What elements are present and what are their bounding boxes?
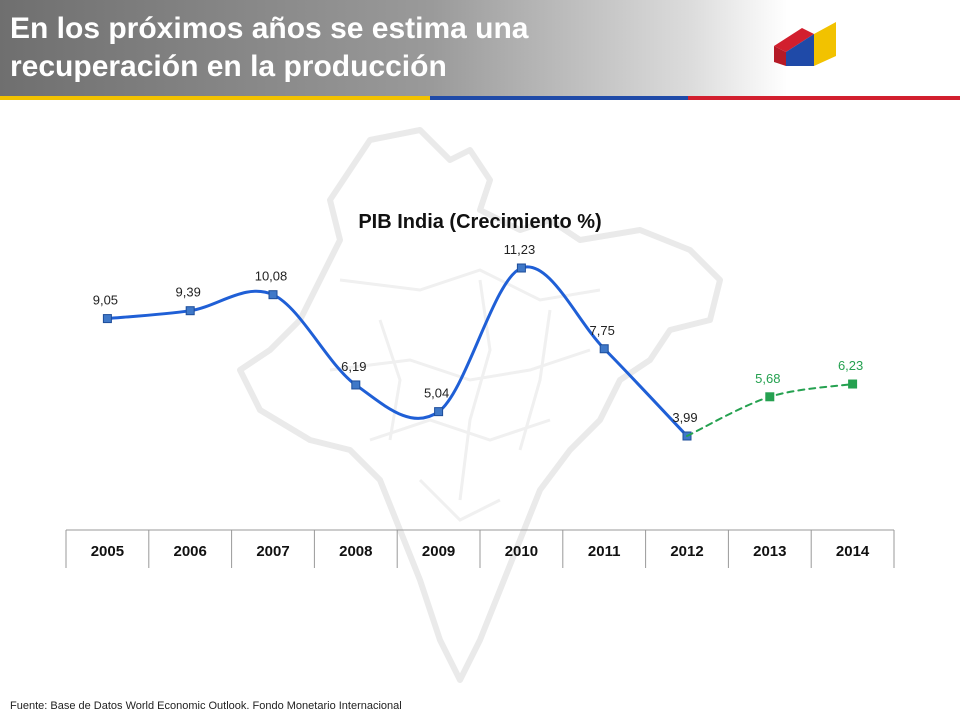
actual-data-point bbox=[599, 344, 609, 354]
x-tick-label: 2006 bbox=[174, 543, 207, 560]
actual-data-point bbox=[351, 380, 361, 390]
data-label: 10,08 bbox=[255, 269, 288, 284]
flag-stripe-blue bbox=[430, 96, 688, 100]
page-title: En los próximos años se estima una recup… bbox=[10, 12, 529, 83]
data-label: 3,99 bbox=[672, 410, 697, 425]
forecast-data-point bbox=[765, 392, 775, 402]
flag-stripe-yellow bbox=[0, 96, 430, 100]
logo-house-icon bbox=[774, 22, 836, 66]
data-label: 5,68 bbox=[755, 371, 780, 386]
x-tick-label: 2008 bbox=[339, 543, 372, 560]
x-tick-label: 2010 bbox=[505, 543, 538, 560]
actual-data-point bbox=[102, 314, 112, 324]
data-label: 6,19 bbox=[341, 359, 366, 374]
logo-word-colombia: COLOMBIA bbox=[845, 46, 953, 63]
actual-data-point bbox=[185, 306, 195, 316]
x-tick-label: 2012 bbox=[670, 543, 703, 560]
data-label: 7,75 bbox=[590, 323, 615, 338]
x-tick-label: 2011 bbox=[588, 543, 621, 560]
data-label: 11,23 bbox=[504, 242, 536, 257]
x-tick-label: 2009 bbox=[422, 543, 455, 560]
data-label: 9,39 bbox=[176, 285, 201, 300]
forecast-series-line bbox=[686, 383, 854, 437]
x-tick-label: 2013 bbox=[753, 543, 786, 560]
forecast-data-point bbox=[848, 379, 858, 389]
actual-data-point bbox=[516, 263, 526, 273]
flag-stripe-red bbox=[688, 96, 960, 100]
flag-stripe bbox=[0, 96, 960, 100]
data-label: 5,04 bbox=[424, 386, 449, 401]
x-tick-label: 2007 bbox=[256, 543, 289, 560]
x-tick-label: 2014 bbox=[836, 543, 870, 560]
logo-tagline: PROMOCIÓN DE TURISMO, INVERSIÓN Y EXPORT… bbox=[794, 72, 942, 78]
chart-title: PIB India (Crecimiento %) bbox=[358, 211, 601, 233]
proexport-logo: PROEXPORT COLOMBIA PROMOCIÓN DE TURISMO,… bbox=[772, 10, 960, 86]
actual-data-point bbox=[434, 407, 444, 417]
india-map-watermark bbox=[237, 127, 723, 683]
data-label: 9,05 bbox=[93, 293, 118, 308]
actual-data-point bbox=[268, 290, 278, 300]
data-label: 6,23 bbox=[838, 358, 863, 373]
logo-word-proexport: PROEXPORT bbox=[844, 24, 960, 46]
actual-series-line bbox=[105, 265, 689, 438]
x-tick-label: 2005 bbox=[91, 543, 124, 560]
source-note: Fuente: Base de Datos World Economic Out… bbox=[10, 700, 402, 712]
